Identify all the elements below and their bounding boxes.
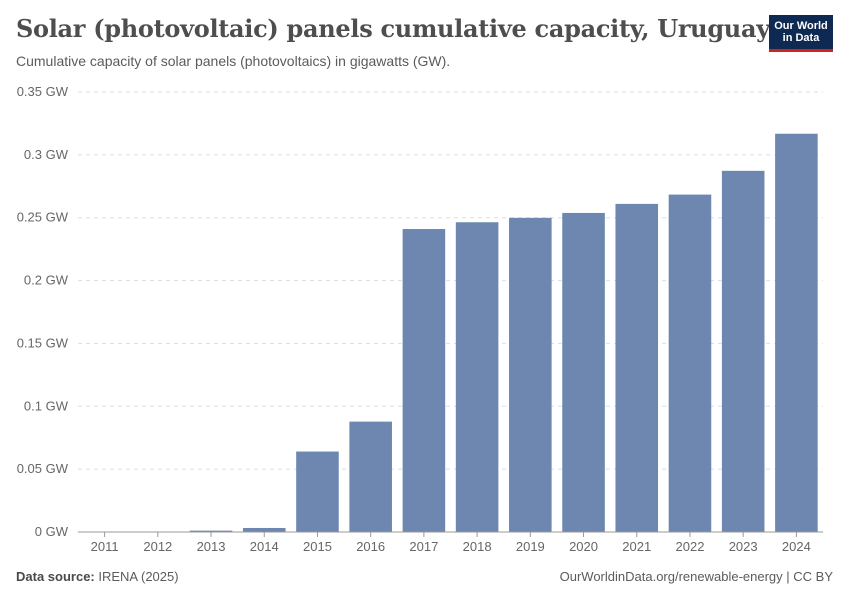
bar-2019	[509, 217, 552, 532]
bar-2017	[402, 229, 446, 532]
bar-2022	[668, 194, 712, 532]
x-tick-label: 2020	[569, 539, 598, 554]
x-tick-label: 2017	[409, 539, 438, 554]
bar-2023	[721, 170, 765, 532]
bar-2020	[562, 212, 605, 533]
x-tick-label: 2023	[729, 539, 758, 554]
y-tick-label: 0.25 GW	[17, 210, 69, 225]
y-tick-label: 0.2 GW	[24, 273, 69, 288]
x-tick-label: 2022	[676, 539, 705, 554]
y-tick-label: 0.3 GW	[24, 147, 69, 162]
y-tick-label: 0.15 GW	[17, 335, 69, 350]
x-tick-label: 2021	[622, 539, 651, 554]
data-source-value[interactable]: IRENA (2025)	[98, 569, 179, 584]
x-tick-label: 2015	[303, 539, 332, 554]
x-tick-label: 2014	[250, 539, 279, 554]
bar-2024	[775, 133, 818, 533]
footer-url[interactable]: OurWorldinData.org/renewable-energy | CC…	[559, 569, 833, 584]
x-tick-label: 2016	[356, 539, 385, 554]
logo-line-1: Our World	[774, 20, 828, 32]
logo-line-2: in Data	[782, 32, 820, 44]
bar-2018	[455, 222, 499, 533]
bar-2015	[296, 451, 339, 532]
x-tick-label: 2024	[782, 539, 811, 554]
data-source-label: Data source:	[16, 569, 95, 584]
owid-logo[interactable]: Our World in Data	[769, 15, 833, 52]
data-source: Data source: IRENA (2025)	[16, 569, 179, 584]
y-tick-label: 0 GW	[35, 524, 69, 539]
chart-subtitle: Cumulative capacity of solar panels (pho…	[16, 53, 451, 69]
y-tick-label: 0.05 GW	[17, 461, 69, 476]
x-tick-label: 2013	[197, 539, 226, 554]
bar-2014	[242, 527, 286, 532]
x-tick-label: 2011	[91, 539, 119, 554]
y-tick-label: 0.35 GW	[17, 84, 69, 99]
bar-2013	[189, 530, 233, 532]
chart-title: Solar (photovoltaic) panels cumulative c…	[16, 14, 770, 43]
bar-2016	[349, 421, 392, 532]
x-tick-label: 2019	[516, 539, 545, 554]
x-tick-label: 2018	[463, 539, 492, 554]
y-tick-label: 0.1 GW	[24, 398, 69, 413]
x-tick-label: 2012	[143, 539, 172, 554]
bar-2021	[615, 203, 659, 532]
